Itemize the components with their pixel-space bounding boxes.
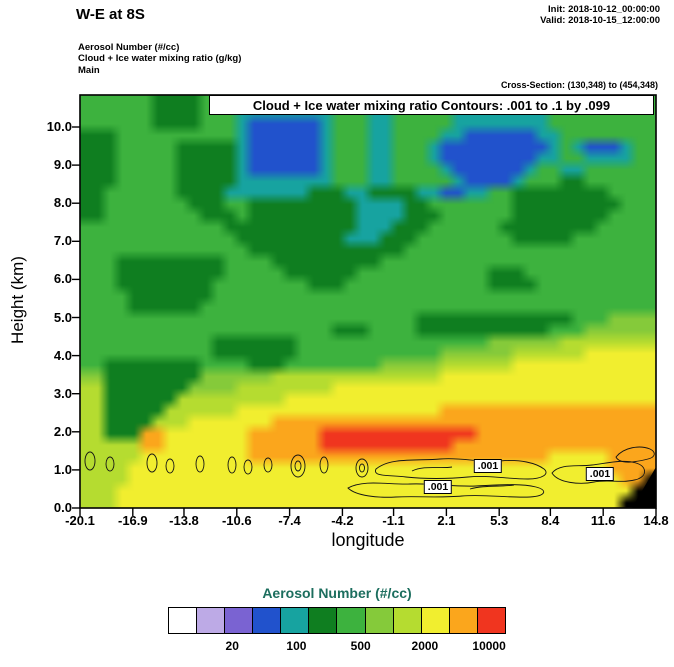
colorbar-tick-label: 2000 [411,639,439,653]
figure-title: W-E at 8S [76,6,145,23]
cloud-contour-cell [84,451,96,471]
y-tick-label: 8.0 [53,195,72,211]
x-tick-label: -7.4 [278,513,301,528]
y-tick-label: 4.0 [53,347,72,363]
contour-info-box: Cloud + Ice water mixing ratio Contours:… [209,95,654,115]
contour-value-label: .001 [473,459,503,473]
cloud-contour-cell [146,453,158,473]
cloud-contour-cell [355,458,369,478]
colorbar-cell [309,608,338,633]
cloud-contour-cell [165,458,175,474]
colorbar-cell [281,608,310,633]
x-tick-label: -13.8 [169,513,199,528]
contour-value-label: .001 [423,480,453,494]
cloud-contour-cell [290,454,306,478]
y-tick-label: 1.0 [53,461,72,477]
colorbar-cell [337,608,366,633]
x-axis-title: longitude [331,530,405,550]
y-axis-title: Height (km) [8,256,27,344]
cloud-contour-cell [227,456,237,474]
colorbar-cell [421,608,450,633]
cloud-contour-cell [195,455,205,473]
colorbar-tick-label: 500 [350,639,371,653]
valid-time-label: Valid: 2018-10-15_12:00:00 [540,15,660,26]
x-tick-label: -4.2 [331,513,354,528]
cloud-contour-overlay [84,446,656,508]
colorbar-tick-label: 20 [225,639,239,653]
colorbar [168,607,506,634]
cloud-contour-cell [243,459,253,475]
init-time-label: Init: 2018-10-12_00:00:00 [548,4,660,15]
meta-line-aerosol: Aerosol Number (#/cc) [78,42,180,53]
cloud-contour-cell [105,456,115,472]
cloud-contour-line [615,446,655,463]
field-meta-block: Aerosol Number (#/cc) Cloud + Ice water … [78,42,241,76]
y-tick-label: 10.0 [46,119,72,134]
x-tick-label: -16.9 [117,513,148,528]
cloud-contour-cell [263,457,273,473]
x-tick-label: 11.6 [590,513,616,528]
colorbar-tick-label: 10000 [472,639,506,653]
x-tick-label: -1.1 [382,513,405,528]
colorbar-cell [449,608,478,633]
y-tick-label: 3.0 [53,385,72,401]
y-tick-label: 7.0 [53,233,72,249]
cloud-contour-cell [359,463,365,473]
y-tick-label: 6.0 [53,271,72,287]
colorbar-cell [365,608,394,633]
cross-section-label: Cross-Section: (130,348) to (454,348) [500,80,658,90]
cloud-contour-cell [294,460,302,472]
cloud-contour-line [375,458,547,480]
contour-value-label: .001 [585,467,615,481]
colorbar-cell [477,608,505,633]
x-tick-label: 2.1 [437,513,456,528]
cloud-contour-line [411,466,453,472]
plot-area: Cloud + Ice water mixing ratio Contours:… [80,95,656,508]
colorbar-tick-label: 100 [286,639,307,653]
x-tick-label: 14.8 [643,513,669,528]
x-tick-label: -10.6 [221,513,252,528]
x-tick-label: 8.4 [541,513,560,528]
colorbar-tick-labels: 20 100 500 2000 10000 [168,639,506,654]
meta-line-cloud-ice: Cloud + Ice water mixing ratio (g/kg) [78,53,242,65]
y-tick-label: 0.0 [53,500,72,515]
y-tick-label: 5.0 [53,309,72,325]
x-tick-label: 5.3 [490,513,509,528]
colorbar-cell [169,608,198,633]
y-tick-label: 2.0 [53,423,72,439]
colorbar-cell [253,608,282,633]
colorbar-cell [197,608,226,633]
x-tick-label: -20.1 [65,513,95,528]
colorbar-cell [225,608,254,633]
colorbar-title: Aerosol Number (#/cc) [262,585,412,601]
colorbar-cell [393,608,422,633]
meta-line-domain: Main [78,64,100,76]
y-tick-label: 9.0 [53,157,72,173]
cloud-contour-cell [319,456,329,474]
